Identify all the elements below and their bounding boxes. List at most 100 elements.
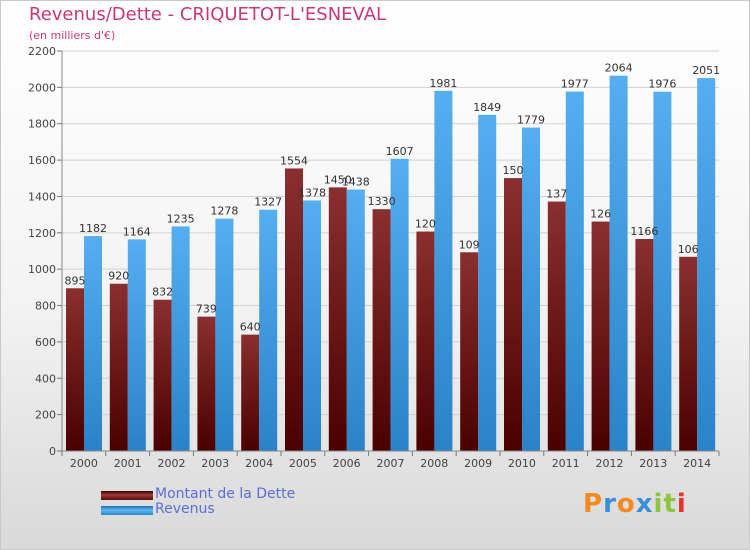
- logo-letter: i: [653, 489, 664, 519]
- legend-label-dette: Montant de la Dette: [155, 486, 296, 502]
- data-label-dette: 1330: [368, 195, 396, 208]
- x-tick-label: 2002: [158, 457, 186, 470]
- logo-letter: t: [663, 489, 677, 519]
- data-label-dette: 1166: [630, 225, 658, 238]
- data-label-dette: 1554: [280, 154, 308, 167]
- bar-revenus: [653, 91, 672, 452]
- bar-revenus: [215, 218, 234, 451]
- x-tick-label: 2000: [70, 457, 98, 470]
- data-label-dette: 920: [108, 270, 129, 283]
- logo-letter: i: [676, 489, 687, 519]
- data-label-dette: 126: [590, 208, 611, 221]
- data-label-revenus: 1607: [386, 145, 414, 158]
- bar-dette: [547, 201, 566, 451]
- x-tick-label: 2005: [289, 457, 317, 470]
- bar-revenus: [127, 239, 146, 451]
- y-tick-label: 400: [35, 372, 56, 385]
- data-label-revenus: 1981: [429, 77, 457, 90]
- data-label-dette: 137: [546, 188, 567, 201]
- data-label-revenus: 1438: [342, 176, 370, 189]
- data-label-dette: 739: [196, 303, 217, 316]
- data-label-revenus: 1976: [648, 78, 676, 91]
- bar-revenus: [478, 114, 497, 452]
- y-tick-label: 2000: [28, 81, 56, 94]
- bar-revenus: [565, 91, 584, 451]
- data-label-dette: 1450: [324, 173, 352, 186]
- data-label-dette: 109: [459, 238, 480, 251]
- bar-dette: [591, 221, 610, 451]
- bar-dette: [416, 231, 435, 451]
- data-label-dette: 832: [152, 286, 173, 299]
- y-tick-label: 1200: [28, 227, 56, 240]
- bar-dette: [285, 168, 303, 452]
- x-tick-label: 2013: [639, 457, 667, 470]
- x-tick-label: 2007: [377, 457, 405, 470]
- bar-dette: [328, 187, 347, 451]
- legend-item-revenus: Revenus: [101, 502, 295, 517]
- chart-subtitle: (en milliers d'€): [29, 29, 116, 42]
- data-label-revenus: 1327: [254, 196, 282, 209]
- data-label-revenus: 1779: [517, 114, 545, 127]
- y-tick-label: 1400: [28, 190, 56, 203]
- bar-revenus: [346, 189, 365, 451]
- x-tick-label: 2004: [245, 457, 273, 470]
- data-label-revenus: 1164: [123, 225, 151, 238]
- x-tick-label: 2001: [114, 457, 142, 470]
- bar-dette: [460, 252, 479, 451]
- data-label-revenus: 2051: [692, 64, 720, 77]
- bar-dette: [372, 209, 391, 451]
- bar-dette: [197, 316, 216, 451]
- bar-revenus: [609, 75, 628, 452]
- bar-revenus: [697, 78, 716, 451]
- data-label-revenus: 1182: [79, 222, 107, 235]
- chart-legend: Montant de la Dette Revenus: [101, 487, 295, 517]
- chart-title: Revenus/Dette - CRIQUETOT-L'ESNEVAL: [29, 4, 387, 25]
- y-tick-label: 1000: [28, 263, 56, 276]
- data-label-dette: 106: [678, 243, 699, 256]
- y-tick-label: 2200: [28, 45, 56, 58]
- bar-revenus: [434, 90, 453, 452]
- bar-dette: [241, 334, 260, 451]
- data-label-revenus: 1278: [210, 205, 238, 218]
- bar-dette: [66, 288, 84, 451]
- bar-dette: [504, 178, 522, 451]
- logo-letter: r: [603, 489, 617, 519]
- y-tick-label: 1800: [28, 118, 56, 131]
- legend-swatch-revenus: [101, 506, 153, 515]
- proxiti-logo: Proxiti: [583, 489, 687, 519]
- data-label-revenus: 1378: [298, 186, 326, 199]
- bar-revenus: [522, 127, 540, 451]
- bar-dette: [153, 299, 172, 451]
- x-tick-label: 2003: [201, 457, 229, 470]
- bar-dette: [635, 239, 654, 451]
- data-label-dette: 120: [415, 218, 436, 231]
- x-tick-label: 2011: [552, 457, 580, 470]
- logo-letter: o: [616, 489, 636, 519]
- legend-swatch-dette: [101, 491, 153, 500]
- bar-revenus: [171, 226, 190, 451]
- data-label-revenus: 1977: [561, 78, 589, 91]
- legend-item-dette: Montant de la Dette: [101, 487, 295, 502]
- x-tick-label: 2008: [420, 457, 448, 470]
- legend-label-revenus: Revenus: [155, 501, 215, 517]
- logo-letter: P: [583, 489, 604, 519]
- y-tick-label: 200: [35, 409, 56, 422]
- x-tick-label: 2014: [683, 457, 711, 470]
- data-label-dette: 150: [503, 164, 524, 177]
- data-label-dette: 895: [65, 274, 86, 287]
- bar-revenus: [259, 209, 278, 451]
- y-tick-label: 1600: [28, 154, 56, 167]
- x-tick-label: 2012: [596, 457, 624, 470]
- y-tick-label: 600: [35, 336, 56, 349]
- bar-revenus: [303, 200, 321, 451]
- x-tick-label: 2010: [508, 457, 536, 470]
- bar-dette: [679, 256, 698, 451]
- x-tick-label: 2009: [464, 457, 492, 470]
- x-tick-label: 2006: [333, 457, 361, 470]
- data-label-revenus: 1849: [473, 101, 501, 114]
- bar-revenus: [84, 236, 102, 451]
- data-label-revenus: 1235: [167, 212, 195, 225]
- y-tick-label: 800: [35, 300, 56, 313]
- bar-revenus: [390, 158, 409, 451]
